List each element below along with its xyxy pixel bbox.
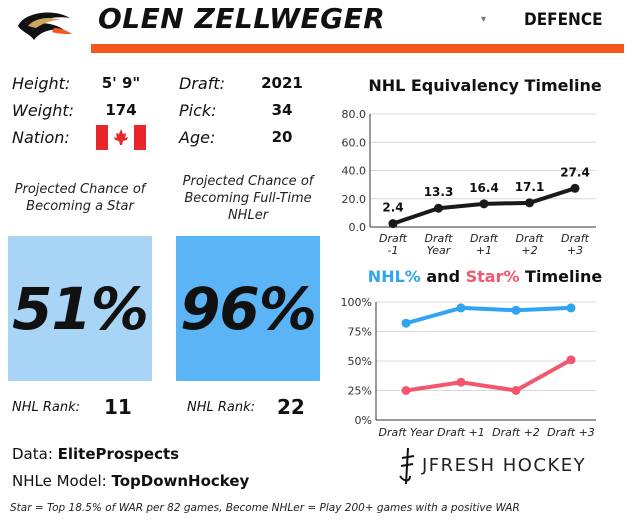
ducks-logo-icon <box>18 12 72 40</box>
x-tick-label: Draft +2 <box>516 232 545 257</box>
data-point <box>525 198 534 208</box>
y-tick-label: 75% <box>348 326 372 339</box>
nhler-rank-value: 22 <box>277 395 305 419</box>
title-timeline: Timeline <box>519 267 603 286</box>
nhler-caption-line: Projected Chance of <box>182 174 314 189</box>
series-line-nhl-pct <box>405 305 572 326</box>
y-tick-label: 20.0 <box>342 193 367 206</box>
data-point <box>511 386 521 395</box>
series-line-star-pct <box>405 358 572 393</box>
data-point <box>401 386 411 395</box>
y-tick-label: 0.0 <box>349 221 367 234</box>
header-accent-bar <box>91 44 624 53</box>
x-tick-label: Draft +3 <box>561 232 590 257</box>
star-rank-label: NHL Rank: <box>12 400 81 415</box>
nhler-chance-box: 96% <box>176 236 320 381</box>
data-point <box>434 203 443 213</box>
model-source: NHLe Model: TopDownHockey <box>12 472 249 490</box>
data-label: 13.3 <box>424 185 454 199</box>
nhl-star-chart-title: NHL% and Star% Timeline <box>360 267 610 286</box>
data-source-value: EliteProspects <box>57 445 180 463</box>
chevron-down-icon[interactable]: ▾ <box>481 14 487 25</box>
nhl-star-timeline-chart: 0% 25% 50% 75% 100% Draft Year Draft +1 Draft +… <box>341 296 596 439</box>
data-source: Data: EliteProspects <box>12 445 179 463</box>
star-caption-line: Projected Chance of <box>14 182 146 197</box>
nation-label: Nation: <box>12 128 70 147</box>
data-point <box>566 303 576 313</box>
data-point <box>570 183 580 193</box>
y-tick-label: 50% <box>348 355 372 368</box>
star-chance-value: 51% <box>12 274 149 343</box>
age-value: 20 <box>271 128 293 146</box>
data-source-label: Data: <box>12 445 53 463</box>
data-label: 2.4 <box>382 201 403 215</box>
star-caption: Projected Chance of Becoming a Star <box>8 181 152 215</box>
data-label: 17.1 <box>515 180 545 194</box>
x-tick-label: Draft Year <box>379 426 435 439</box>
data-point <box>456 303 466 313</box>
data-point <box>566 355 576 365</box>
nhler-caption-line: Becoming Full-Time <box>184 191 312 206</box>
data-point <box>511 305 521 315</box>
x-tick-label: Draft +3 <box>547 426 595 439</box>
data-point <box>456 377 466 387</box>
star-rank-value: 11 <box>104 395 132 419</box>
y-tick-label: 100% <box>341 296 372 309</box>
equivalency-timeline-chart: 0.0 20.0 40.0 60.0 80.0 2.4 13.3 16.4 17.1 27.4 Dr… <box>342 108 596 257</box>
data-point <box>388 219 398 229</box>
model-source-label: NHLe Model: <box>12 472 107 490</box>
position-label: DEFENCE <box>524 10 603 30</box>
title-and: and <box>420 267 466 286</box>
draft-label: Draft: <box>179 74 225 93</box>
weight-label: Weight: <box>12 101 75 120</box>
y-tick-label: 80.0 <box>342 108 367 121</box>
data-label: 27.4 <box>560 165 590 179</box>
star-pct-title: Star% <box>465 267 520 286</box>
model-source-value: TopDownHockey <box>111 472 250 490</box>
x-tick-label: Draft +1 <box>470 232 499 257</box>
data-label: 16.4 <box>469 181 499 195</box>
nhler-chance-value: 96% <box>180 274 317 343</box>
nhl-pct-title: NHL% <box>367 267 421 286</box>
age-label: Age: <box>179 128 216 147</box>
y-tick-label: 60.0 <box>342 136 367 149</box>
weight-value: 174 <box>105 101 137 119</box>
data-point <box>401 318 411 328</box>
equivalency-chart-title: NHL Equivalency Timeline <box>368 76 602 95</box>
x-tick-label: Draft +2 <box>492 426 540 439</box>
x-tick-label: Draft +1 <box>437 426 485 439</box>
player-name: OLEN ZELLWEGER <box>98 2 386 35</box>
definition-note: Star = Top 18.5% of WAR per 82 games, Be… <box>10 502 520 514</box>
nhler-caption: Projected Chance of Becoming Full-Time N… <box>176 173 320 224</box>
nhler-caption-line: NHLer <box>227 208 269 223</box>
y-tick-label: 25% <box>348 385 372 398</box>
jfresh-logo-icon <box>399 447 415 485</box>
nhler-rank-label: NHL Rank: <box>187 400 256 415</box>
draft-value: 2021 <box>261 74 303 92</box>
pick-value: 34 <box>271 101 293 119</box>
jfresh-hockey-brand: JFRESH HOCKEY <box>422 455 587 476</box>
y-tick-label: 0% <box>355 414 372 427</box>
pick-label: Pick: <box>179 101 217 120</box>
height-label: Height: <box>12 74 71 93</box>
canada-flag-icon <box>96 125 146 150</box>
x-tick-label: Draft Year <box>425 232 454 257</box>
height-value: 5' 9" <box>101 74 141 92</box>
y-tick-label: 40.0 <box>342 165 367 178</box>
x-tick-label: Draft -1 <box>379 232 408 257</box>
star-chance-box: 51% <box>8 236 152 381</box>
data-point <box>479 199 489 209</box>
star-caption-line: Becoming a Star <box>26 199 134 214</box>
